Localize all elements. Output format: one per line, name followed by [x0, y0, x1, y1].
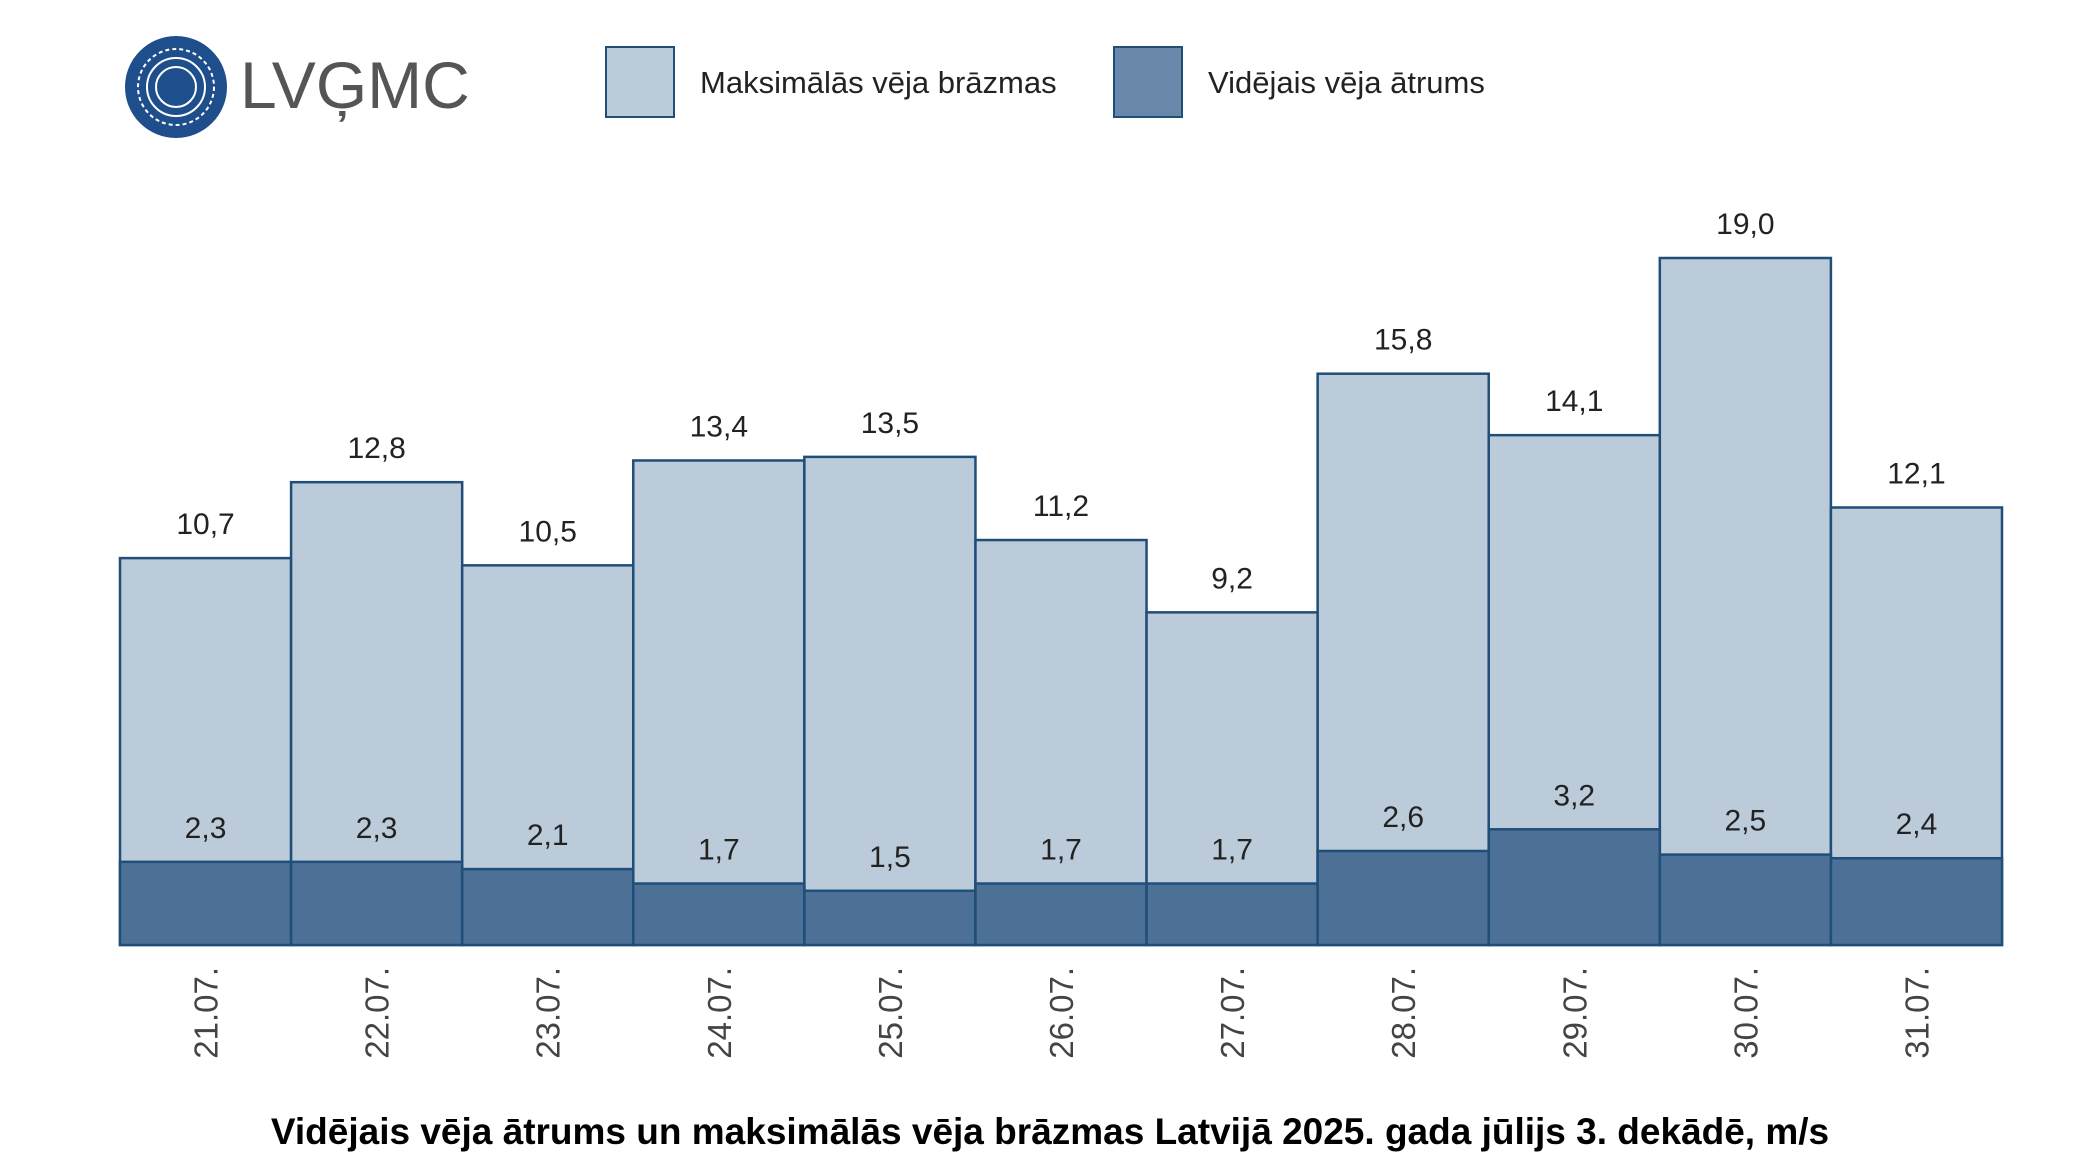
chart-title: Vidējais vēja ātrums un maksimālās vēja … — [271, 1111, 1829, 1152]
value-label: 2,5 — [1725, 805, 1767, 838]
x-tick-label: 29.07. — [1556, 967, 1593, 1059]
logo: LVĢMC — [125, 36, 470, 138]
value-label: 11,2 — [1033, 490, 1089, 523]
logo-ring — [146, 57, 206, 117]
logo-ring — [137, 48, 215, 126]
value-label: 2,6 — [1382, 801, 1424, 834]
x-tick-label: 23.07. — [530, 967, 567, 1059]
bar — [974, 538, 1148, 947]
bar — [974, 882, 1148, 947]
logo-circle — [125, 36, 227, 138]
x-tick-label: 27.07. — [1214, 967, 1251, 1059]
bar — [1487, 828, 1662, 947]
value-label: 2,3 — [185, 812, 227, 845]
bar — [1658, 853, 1833, 947]
value-label: 1,7 — [1040, 834, 1082, 867]
bar — [460, 867, 635, 947]
x-tick-label: 30.07. — [1727, 967, 1764, 1059]
value-label: 12,8 — [347, 432, 405, 465]
value-label: 19,0 — [1716, 208, 1774, 241]
value-label: 12,1 — [1887, 457, 1945, 490]
x-tick-label: 24.07. — [701, 967, 738, 1059]
x-tick-label: 28.07. — [1385, 967, 1422, 1059]
value-label: 2,1 — [527, 819, 569, 852]
value-label: 14,1 — [1545, 385, 1603, 418]
bar — [632, 459, 806, 947]
bar — [1316, 849, 1490, 947]
bar — [118, 860, 293, 947]
value-label: 13,4 — [690, 410, 748, 443]
bar — [1658, 256, 1833, 947]
x-tick-label: 25.07. — [872, 967, 909, 1059]
legend-swatch — [1113, 46, 1183, 118]
value-label: 3,2 — [1553, 779, 1595, 812]
value-label: 9,2 — [1211, 562, 1253, 595]
bar — [632, 882, 806, 947]
value-label: 2,4 — [1896, 808, 1938, 841]
x-tick-label: 21.07. — [188, 967, 225, 1059]
x-tick-label: 22.07. — [359, 967, 396, 1059]
x-tick-label: 26.07. — [1043, 967, 1080, 1059]
value-label: 2,3 — [356, 812, 398, 845]
value-label: 13,5 — [861, 407, 919, 440]
bar — [1829, 856, 2004, 947]
logo-ring — [155, 66, 197, 108]
bar — [289, 860, 464, 947]
value-label: 1,7 — [1211, 834, 1253, 867]
legend-label: Vidējais vēja ātrums — [1208, 65, 1485, 100]
value-label: 10,7 — [176, 508, 234, 541]
legend-swatch — [605, 46, 675, 118]
logo-text: LVĢMC — [240, 48, 470, 122]
value-label: 10,5 — [519, 515, 577, 548]
value-label: 15,8 — [1374, 324, 1432, 357]
value-label: 1,7 — [698, 834, 740, 867]
x-tick-label: 31.07. — [1898, 967, 1935, 1059]
value-label: 1,5 — [869, 841, 911, 874]
legend-label: Maksimālās vēja brāzmas — [700, 65, 1057, 100]
bar — [803, 889, 977, 947]
bar — [1145, 882, 1319, 947]
